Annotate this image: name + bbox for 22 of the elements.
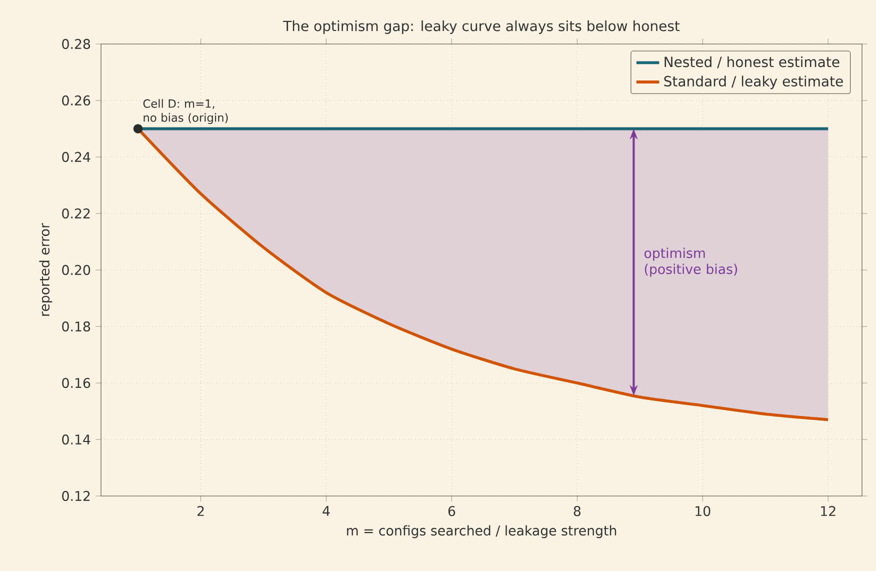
- legend-label: Nested / honest estimate: [664, 56, 840, 68]
- y-tick-label: 0.18: [62, 321, 90, 332]
- x-axis-title: m = configs searched / leakage strength: [347, 525, 616, 538]
- x-tick-label: 8: [574, 506, 580, 516]
- y-tick-label: 0.24: [62, 152, 90, 162]
- y-tick-label: 0.28: [62, 38, 90, 50]
- y-tick-label: 0.12: [62, 490, 90, 502]
- y-tick-label: 0.16: [62, 378, 90, 388]
- x-tick-label: 4: [322, 506, 330, 516]
- x-tick-label: 2: [198, 506, 204, 516]
- y-tick-label: 0.20: [62, 264, 90, 276]
- annotation: optimism (positive bias): [644, 248, 738, 277]
- y-axis-title: reported error: [39, 223, 52, 316]
- y-tick-label: 0.22: [62, 208, 90, 219]
- x-tick-label: 6: [448, 506, 456, 516]
- x-tick-label: 12: [821, 506, 836, 516]
- legend-label: Standard / leaky estimate: [664, 76, 843, 90]
- x-tick-label: 10: [696, 506, 710, 516]
- chart-title: The optimism gap: leaky curve always sits below honest: [283, 20, 680, 34]
- annotation: Cell D: m=1, no bias (origin): [143, 99, 228, 124]
- y-tick-label: 0.14: [62, 434, 90, 445]
- y-tick-label: 0.26: [62, 95, 90, 106]
